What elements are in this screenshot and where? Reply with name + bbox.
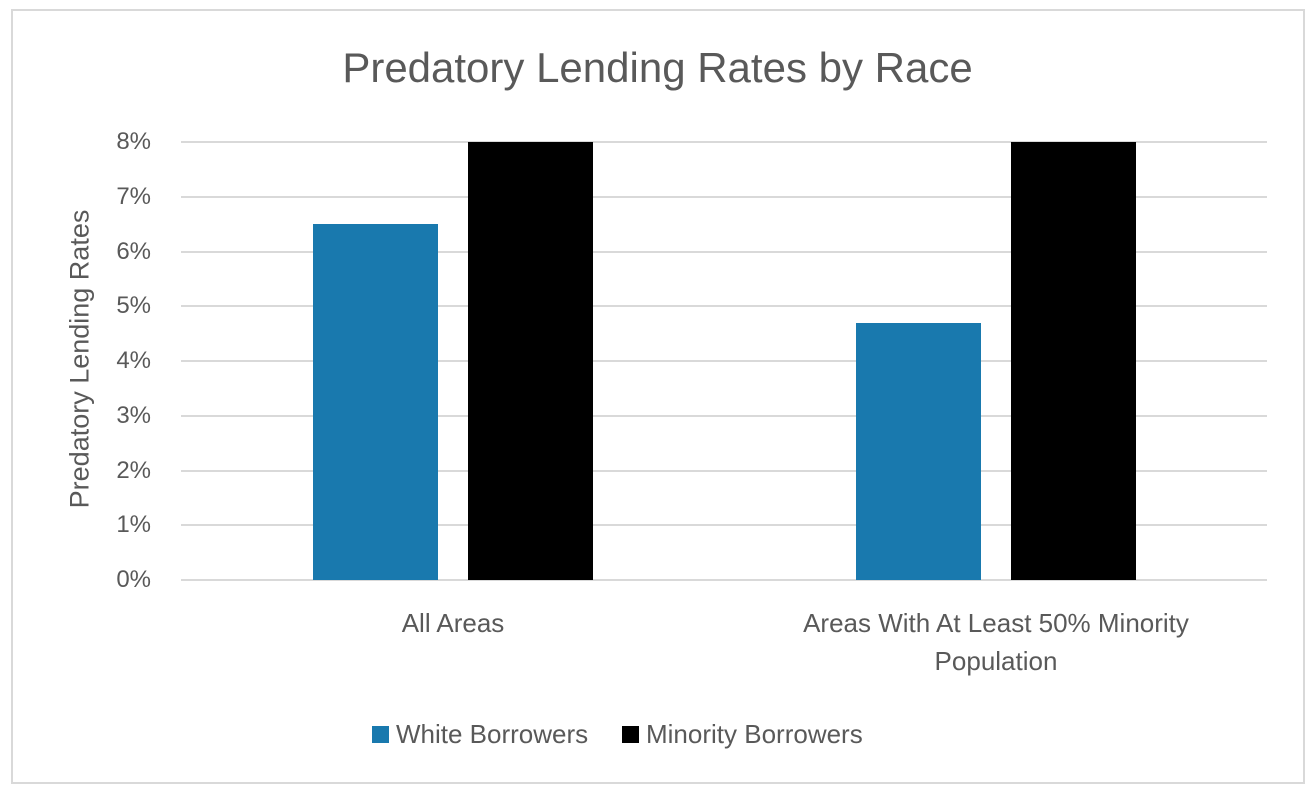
y-tick-label: 1% [116,511,151,539]
legend-label: White Borrowers [396,718,589,749]
gridline [181,250,1267,253]
chart-title: Predatory Lending Rates by Race [342,44,973,91]
bar-white-borrowers [855,322,981,580]
gridline [181,469,1267,472]
gridline [181,305,1267,308]
legend-label: Minority Borrowers [646,718,863,749]
category-label: All Areas [401,608,505,638]
gridline [181,195,1267,198]
gridline [181,524,1267,527]
category-label-line1: Areas With At Least 50% Minority [803,608,1189,638]
plot-area [181,141,1267,581]
legend-swatch [622,725,639,743]
bar-white-borrowers [312,224,438,580]
y-tick-label: 5% [116,292,151,320]
category-label-line2: Population [934,646,1058,676]
y-tick-label: 4% [116,347,151,374]
gridline [181,579,1267,581]
x-tick-label: Areas With At Least 50% Minority Populat… [803,604,1189,680]
x-tick-label: All Areas [402,604,505,642]
legend-item-minority-borrowers: Minority Borrowers [622,717,863,751]
gridline [181,414,1267,417]
y-tick-label: 7% [116,182,151,210]
y-tick-label: 3% [116,401,151,429]
bar-minority-borrowers [1010,142,1136,580]
legend-swatch [372,725,389,743]
y-tick-label: 8% [116,128,151,155]
y-tick-label: 0% [116,566,151,593]
bar-minority-borrowers [467,142,593,580]
legend-item-white-borrowers: White Borrowers [372,717,588,751]
gridline [181,360,1267,362]
gridline [181,141,1267,143]
y-tick-label: 2% [116,456,151,484]
y-tick-label: 6% [116,237,151,265]
